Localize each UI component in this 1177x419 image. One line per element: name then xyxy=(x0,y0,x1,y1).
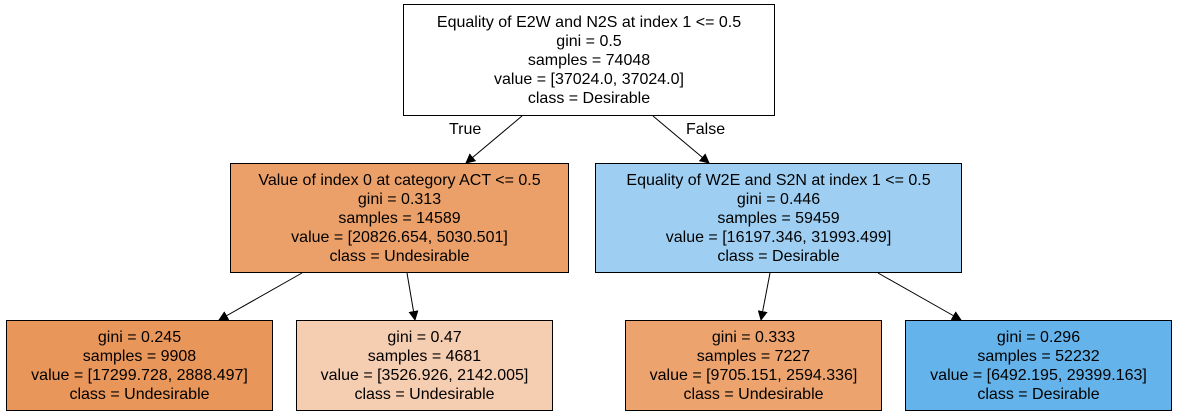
node-samples: samples = 4681 xyxy=(367,347,482,365)
node-class: class = Undesirable xyxy=(354,385,495,403)
node-right-right: gini = 0.296 samples = 52232 value = [64… xyxy=(905,320,1172,411)
edge-root-to-left xyxy=(465,115,523,164)
node-left-left: gini = 0.245 samples = 9908 value = [172… xyxy=(6,320,273,411)
edge-right-to-right-left xyxy=(757,272,771,321)
node-root: Equality of E2W and N2S at index 1 <= 0.… xyxy=(403,4,775,116)
node-class: class = Desirable xyxy=(717,247,840,265)
node-gini: gini = 0.333 xyxy=(711,328,796,346)
node-split-condition: Equality of W2E and S2N at index 1 <= 0.… xyxy=(626,171,931,189)
node-samples: samples = 7227 xyxy=(696,347,811,365)
node-gini: gini = 0.446 xyxy=(736,190,821,208)
node-value: value = [20826.654, 5030.501] xyxy=(291,228,508,246)
node-class: class = Desirable xyxy=(527,89,651,107)
node-value: value = [9705.151, 2594.336] xyxy=(649,366,858,384)
node-right: Equality of W2E and S2N at index 1 <= 0.… xyxy=(595,163,962,273)
node-class: class = Undesirable xyxy=(683,385,824,403)
node-samples: samples = 9908 xyxy=(82,347,197,365)
node-left: Value of index 0 at category ACT <= 0.5 … xyxy=(230,163,569,273)
node-gini: gini = 0.245 xyxy=(97,328,182,346)
node-split-condition: Equality of E2W and N2S at index 1 <= 0.… xyxy=(436,13,742,31)
node-gini: gini = 0.296 xyxy=(996,328,1081,346)
node-value: value = [3526.926, 2142.005] xyxy=(320,366,529,384)
node-gini: gini = 0.5 xyxy=(556,32,622,50)
node-value: value = [37024.0, 37024.0] xyxy=(494,70,684,88)
edge-left-to-left-right xyxy=(406,272,419,321)
node-split-condition: Value of index 0 at category ACT <= 0.5 xyxy=(258,171,541,189)
node-gini: gini = 0.47 xyxy=(387,328,462,346)
node-value: value = [17299.728, 2888.497] xyxy=(31,366,248,384)
node-class: class = Undesirable xyxy=(69,385,210,403)
edge-right-to-right-right xyxy=(877,272,962,321)
node-right-left: gini = 0.333 samples = 7227 value = [970… xyxy=(625,320,882,411)
node-class: class = Undesirable xyxy=(329,247,470,265)
node-value: value = [16197.346, 31993.499] xyxy=(665,228,892,246)
node-value: value = [6492.195, 29399.163] xyxy=(930,366,1147,384)
node-class: class = Desirable xyxy=(977,385,1100,403)
node-gini: gini = 0.313 xyxy=(357,190,442,208)
node-samples: samples = 74048 xyxy=(527,51,651,69)
node-samples: samples = 14589 xyxy=(338,209,461,227)
edge-label-false: False xyxy=(686,121,726,138)
node-samples: samples = 59459 xyxy=(717,209,840,227)
node-samples: samples = 52232 xyxy=(977,347,1100,365)
node-left-right: gini = 0.47 samples = 4681 value = [3526… xyxy=(296,320,553,411)
edge-root-to-right xyxy=(652,115,710,164)
edge-left-to-left-left xyxy=(218,272,303,321)
edge-label-true: True xyxy=(449,121,482,138)
